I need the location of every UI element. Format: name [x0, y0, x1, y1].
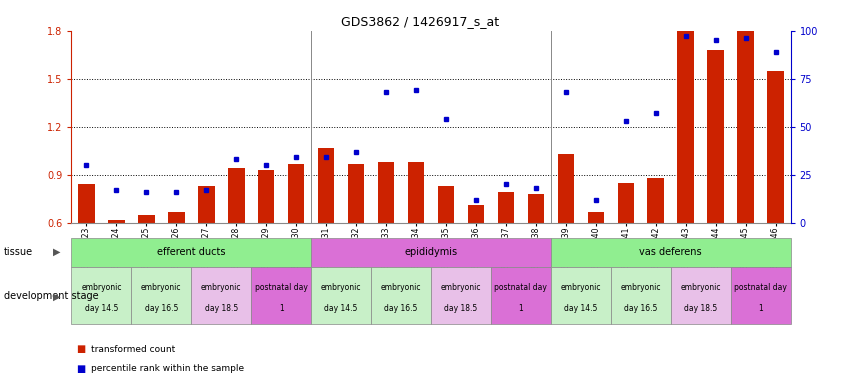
- Bar: [168, 212, 184, 223]
- Bar: [131, 267, 191, 324]
- Text: embryonic: embryonic: [621, 283, 661, 291]
- Bar: [378, 162, 394, 223]
- Text: embryonic: embryonic: [441, 283, 481, 291]
- Text: day 16.5: day 16.5: [624, 304, 658, 313]
- Bar: [371, 267, 431, 324]
- Bar: [558, 154, 574, 223]
- Bar: [767, 71, 784, 223]
- Text: embryonic: embryonic: [141, 283, 182, 291]
- Bar: [611, 267, 670, 324]
- Text: ▶: ▶: [53, 291, 61, 301]
- Text: day 14.5: day 14.5: [564, 304, 597, 313]
- Text: ■: ■: [76, 364, 85, 374]
- Text: percentile rank within the sample: percentile rank within the sample: [91, 364, 244, 373]
- Bar: [78, 184, 95, 223]
- Bar: [678, 31, 694, 223]
- Bar: [311, 238, 551, 267]
- Bar: [431, 267, 491, 324]
- Text: day 14.5: day 14.5: [85, 304, 118, 313]
- Bar: [438, 186, 454, 223]
- Bar: [228, 168, 245, 223]
- Bar: [731, 267, 791, 324]
- Bar: [648, 178, 664, 223]
- Text: 1: 1: [759, 304, 763, 313]
- Text: epididymis: epididymis: [405, 247, 458, 258]
- Bar: [491, 267, 551, 324]
- Text: day 16.5: day 16.5: [384, 304, 418, 313]
- Text: embryonic: embryonic: [561, 283, 601, 291]
- Bar: [617, 183, 634, 223]
- Bar: [191, 267, 251, 324]
- Bar: [251, 267, 311, 324]
- Text: vas deferens: vas deferens: [639, 247, 702, 258]
- Text: ■: ■: [76, 344, 85, 354]
- Bar: [551, 238, 791, 267]
- Bar: [138, 215, 155, 223]
- Text: postnatal day: postnatal day: [495, 283, 547, 291]
- Text: postnatal day: postnatal day: [734, 283, 787, 291]
- Bar: [408, 162, 424, 223]
- Bar: [348, 164, 364, 223]
- Text: day 18.5: day 18.5: [204, 304, 238, 313]
- Bar: [551, 267, 611, 324]
- Text: day 18.5: day 18.5: [444, 304, 478, 313]
- Bar: [258, 170, 274, 223]
- Text: embryonic: embryonic: [321, 283, 362, 291]
- Text: development stage: development stage: [4, 291, 99, 301]
- Bar: [311, 267, 371, 324]
- Bar: [71, 267, 131, 324]
- Text: tissue: tissue: [4, 247, 34, 257]
- Text: embryonic: embryonic: [381, 283, 421, 291]
- Bar: [71, 238, 311, 267]
- Bar: [288, 164, 304, 223]
- Bar: [738, 31, 754, 223]
- Bar: [198, 186, 214, 223]
- Text: ▶: ▶: [53, 247, 61, 257]
- Bar: [527, 194, 544, 223]
- Text: embryonic: embryonic: [201, 283, 241, 291]
- Bar: [588, 212, 604, 223]
- Text: efferent ducts: efferent ducts: [157, 247, 225, 258]
- Bar: [108, 220, 124, 223]
- Text: embryonic: embryonic: [82, 283, 122, 291]
- Bar: [318, 147, 335, 223]
- Bar: [468, 205, 484, 223]
- Text: 1: 1: [519, 304, 523, 313]
- Text: 1: 1: [279, 304, 283, 313]
- Bar: [707, 50, 724, 223]
- Text: embryonic: embryonic: [680, 283, 721, 291]
- Bar: [670, 267, 731, 324]
- Text: day 18.5: day 18.5: [684, 304, 717, 313]
- Text: GDS3862 / 1426917_s_at: GDS3862 / 1426917_s_at: [341, 15, 500, 28]
- Text: postnatal day: postnatal day: [255, 283, 308, 291]
- Text: day 14.5: day 14.5: [325, 304, 357, 313]
- Text: day 16.5: day 16.5: [145, 304, 178, 313]
- Text: transformed count: transformed count: [91, 345, 175, 354]
- Bar: [498, 192, 514, 223]
